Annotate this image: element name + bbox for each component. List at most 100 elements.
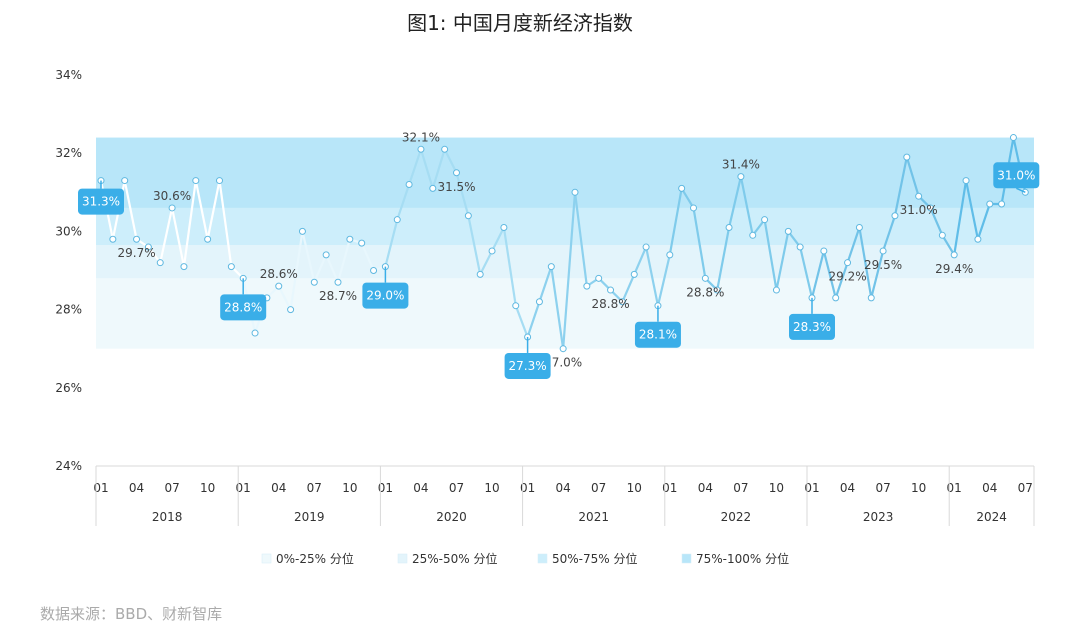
legend: 0%-25% 分位 25%-50% 分位 50%-75% 分位 75%-100% 分位	[261, 551, 789, 566]
callout-pointer	[1015, 187, 1026, 193]
y-tick-label: 34%	[55, 68, 82, 82]
callout-background	[504, 352, 551, 379]
callout-background	[220, 294, 267, 321]
data-point	[547, 263, 555, 271]
x-month-label: 04	[982, 481, 997, 495]
data-label: 31.0%	[900, 203, 938, 217]
x-month-label: 01	[520, 481, 535, 495]
data-point	[927, 204, 934, 212]
data-label: 27.0%	[544, 356, 582, 370]
x-month-label: 07	[733, 481, 748, 495]
callout-box: 31.3%	[78, 180, 124, 215]
x-month-label: 04	[840, 481, 855, 495]
data-point	[725, 223, 733, 231]
x-month-label: 07	[307, 481, 322, 495]
line-segment	[325, 253, 340, 284]
data-labels: 29.7% 30.6% 28.6% 28.7% 32.1% 31.5% 27.0% 28.8%…	[117, 130, 973, 369]
data-point	[891, 212, 899, 220]
x-month-label: 04	[698, 481, 713, 495]
line-segment	[218, 179, 233, 268]
line-segment	[822, 249, 837, 299]
data-label: 28.8%	[591, 297, 629, 311]
data-point	[429, 184, 437, 192]
legend-label: 75%-100% 分位	[696, 551, 789, 566]
data-point	[690, 204, 697, 212]
x-month-label: 01	[236, 481, 251, 495]
callout-background	[993, 162, 1040, 189]
data-point	[867, 294, 875, 302]
line-segment	[893, 156, 908, 217]
legend-label: 0%-25% 分位	[276, 551, 354, 566]
data-point	[251, 329, 259, 337]
line-segment	[656, 253, 671, 307]
data-label: 29.2%	[828, 270, 866, 284]
data-point	[666, 251, 674, 259]
callout-box: 29.0%	[362, 266, 409, 309]
line-segment	[396, 183, 411, 221]
x-month-label: 01	[93, 481, 108, 495]
line-segment	[550, 265, 565, 350]
line-segment	[443, 148, 458, 174]
data-point	[820, 247, 828, 255]
data-point	[998, 200, 1006, 208]
data-label: 29.7%	[117, 246, 155, 260]
data-point	[488, 247, 496, 255]
legend-item: 25%-50% 分位	[397, 551, 498, 566]
data-point	[701, 274, 709, 282]
data-point	[180, 263, 188, 271]
line-segment	[573, 191, 588, 288]
line-segment	[502, 226, 517, 307]
line-segment	[419, 148, 434, 190]
data-point	[500, 223, 508, 231]
data-label: 32.1%	[402, 130, 440, 144]
data-point	[192, 177, 200, 185]
data-point	[903, 153, 911, 161]
y-tick-label: 30%	[55, 224, 82, 238]
line-segment	[633, 245, 648, 276]
line-segment	[171, 206, 186, 268]
x-month-label: 07	[449, 481, 464, 495]
data-point	[334, 278, 342, 286]
line-segment	[123, 179, 138, 241]
legend-item: 75%-100% 分位	[681, 551, 789, 566]
percentile-bands	[96, 137, 1034, 349]
line-segment	[941, 234, 956, 256]
legend-swatch	[537, 553, 548, 564]
data-label: 31.5%	[437, 180, 475, 194]
line-segment	[881, 214, 897, 253]
line-segment	[479, 249, 494, 276]
data-point	[761, 216, 769, 224]
data-point	[571, 188, 579, 196]
callout-box: 28.1%	[634, 305, 681, 348]
legend-swatch	[681, 553, 692, 564]
x-year-label: 2022	[721, 510, 752, 524]
data-point	[417, 145, 425, 153]
data-label: 31.4%	[722, 158, 760, 172]
data-point	[737, 173, 745, 181]
data-label: 29.4%	[935, 262, 973, 276]
line-segment	[727, 175, 743, 229]
data-point	[512, 302, 520, 310]
callout-label: 29.0%	[366, 289, 404, 303]
line-segment	[384, 218, 399, 268]
x-year-label: 2024	[976, 510, 1007, 524]
line-segment	[775, 230, 790, 292]
data-point	[986, 200, 994, 208]
data-point	[832, 294, 840, 302]
data-point	[749, 231, 757, 239]
x-month-label: 10	[342, 481, 357, 495]
line-segment	[526, 300, 541, 339]
data-point	[453, 169, 460, 177]
callout-label: 28.3%	[793, 320, 831, 334]
line-segment	[692, 206, 707, 280]
legend-item: 0%-25% 分位	[261, 551, 354, 566]
data-point	[322, 251, 330, 259]
y-tick-label: 32%	[55, 146, 82, 160]
line-segment	[455, 171, 470, 217]
data-point	[962, 177, 970, 185]
data-point	[393, 216, 401, 224]
x-axis: 01 04 07 10 2018 01 04 07 10 2019 01 04 07 10 2020 01 04…	[93, 465, 1035, 526]
data-point	[476, 270, 484, 278]
line-segment	[905, 156, 920, 198]
line-segment	[301, 230, 316, 284]
